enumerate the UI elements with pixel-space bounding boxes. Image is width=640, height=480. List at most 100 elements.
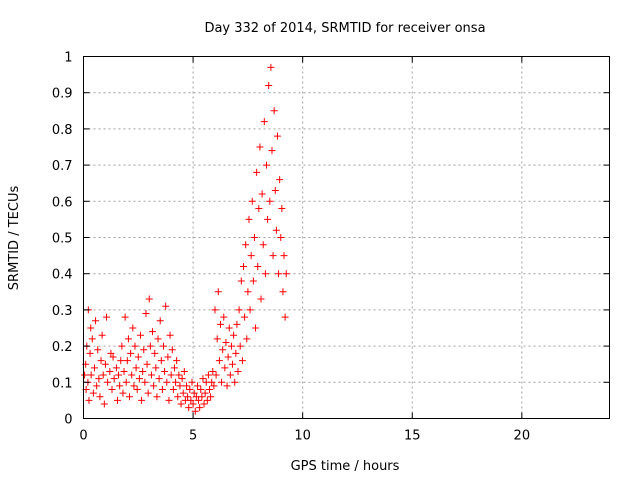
data-point bbox=[156, 317, 164, 325]
data-point bbox=[128, 371, 136, 379]
y-tick-label: 0.7 bbox=[52, 159, 73, 174]
data-point bbox=[119, 389, 127, 397]
data-point bbox=[92, 317, 100, 325]
data-point bbox=[135, 375, 143, 383]
data-point bbox=[278, 205, 286, 213]
data-point bbox=[203, 396, 211, 404]
data-point bbox=[132, 364, 140, 372]
data-point bbox=[253, 168, 261, 176]
data-point bbox=[121, 313, 129, 321]
data-point bbox=[235, 306, 243, 314]
data-point bbox=[131, 342, 139, 350]
data-point bbox=[100, 400, 108, 408]
data-point bbox=[142, 310, 150, 318]
data-point bbox=[106, 367, 114, 375]
data-point bbox=[124, 335, 132, 343]
data-point bbox=[208, 378, 216, 386]
data-point bbox=[120, 367, 128, 375]
data-point bbox=[177, 400, 185, 408]
data-point bbox=[225, 324, 233, 332]
data-point bbox=[218, 378, 226, 386]
data-point bbox=[107, 349, 115, 357]
data-point bbox=[264, 215, 272, 223]
data-point bbox=[199, 375, 207, 383]
data-point bbox=[270, 107, 278, 115]
data-point bbox=[129, 324, 137, 332]
data-point bbox=[94, 346, 102, 354]
data-point bbox=[277, 234, 285, 241]
y-tick-label: 1 bbox=[64, 51, 72, 66]
data-point bbox=[174, 393, 182, 401]
data-point bbox=[273, 132, 281, 140]
y-tick-label: 0.3 bbox=[52, 304, 73, 319]
data-point bbox=[162, 302, 170, 310]
data-point bbox=[236, 342, 244, 350]
data-point bbox=[150, 382, 158, 390]
data-point bbox=[183, 382, 191, 390]
data-point bbox=[145, 295, 153, 303]
data-point bbox=[118, 342, 126, 350]
x-tick-label: 10 bbox=[294, 429, 311, 444]
y-axis-label: SRMTID / TECUs bbox=[7, 186, 22, 291]
data-point bbox=[226, 371, 234, 379]
data-point bbox=[269, 252, 277, 260]
data-point bbox=[104, 378, 112, 386]
x-tick-label: 20 bbox=[514, 429, 531, 444]
data-point bbox=[276, 176, 284, 184]
data-point bbox=[123, 357, 131, 365]
data-point bbox=[234, 367, 242, 375]
data-point bbox=[185, 404, 193, 412]
data-point bbox=[275, 270, 283, 278]
data-point bbox=[266, 197, 274, 205]
data-point bbox=[254, 262, 262, 270]
data-point bbox=[153, 393, 161, 401]
data-point bbox=[232, 349, 240, 357]
grid-lines bbox=[83, 56, 610, 419]
data-point bbox=[152, 364, 160, 372]
data-point bbox=[133, 386, 141, 394]
data-point bbox=[146, 342, 154, 350]
data-point bbox=[87, 371, 95, 379]
data-point bbox=[130, 382, 138, 390]
data-point bbox=[95, 375, 103, 383]
data-point bbox=[191, 407, 199, 415]
data-point bbox=[267, 63, 275, 71]
data-point bbox=[265, 81, 273, 89]
data-point bbox=[139, 367, 147, 375]
x-tick-label: 15 bbox=[404, 429, 421, 444]
data-point bbox=[231, 378, 239, 386]
data-point bbox=[244, 288, 252, 296]
data-point bbox=[86, 349, 94, 357]
data-point bbox=[99, 371, 107, 379]
data-point bbox=[116, 382, 124, 390]
axis-tick-labels: 0 5 10 15 20 0 0.1 0.2 0.3 0.4 0.5 0.6 0.7 0.8 0.9 1 bbox=[52, 51, 530, 444]
data-point bbox=[165, 396, 173, 404]
data-point bbox=[155, 375, 163, 383]
data-point bbox=[220, 313, 228, 321]
data-point bbox=[136, 331, 144, 339]
data-point bbox=[256, 143, 264, 151]
data-point bbox=[122, 378, 130, 386]
data-point bbox=[197, 386, 205, 394]
data-point bbox=[93, 382, 101, 390]
x-tick-label: 0 bbox=[79, 429, 87, 444]
data-point bbox=[209, 367, 217, 375]
data-points bbox=[81, 63, 290, 415]
data-point bbox=[87, 324, 95, 332]
data-point bbox=[204, 371, 212, 379]
data-point bbox=[255, 205, 263, 213]
data-point bbox=[159, 342, 167, 350]
data-point bbox=[179, 389, 187, 397]
data-point bbox=[196, 404, 204, 412]
data-point bbox=[243, 335, 251, 343]
data-point bbox=[180, 367, 188, 375]
data-point bbox=[110, 375, 118, 383]
data-point bbox=[168, 346, 176, 354]
data-point bbox=[246, 306, 254, 314]
data-point bbox=[89, 389, 97, 397]
x-tick-label: 5 bbox=[189, 429, 197, 444]
y-tick-label: 0 bbox=[64, 413, 72, 428]
data-point bbox=[117, 357, 125, 365]
data-point bbox=[249, 277, 257, 285]
data-point bbox=[88, 335, 96, 343]
